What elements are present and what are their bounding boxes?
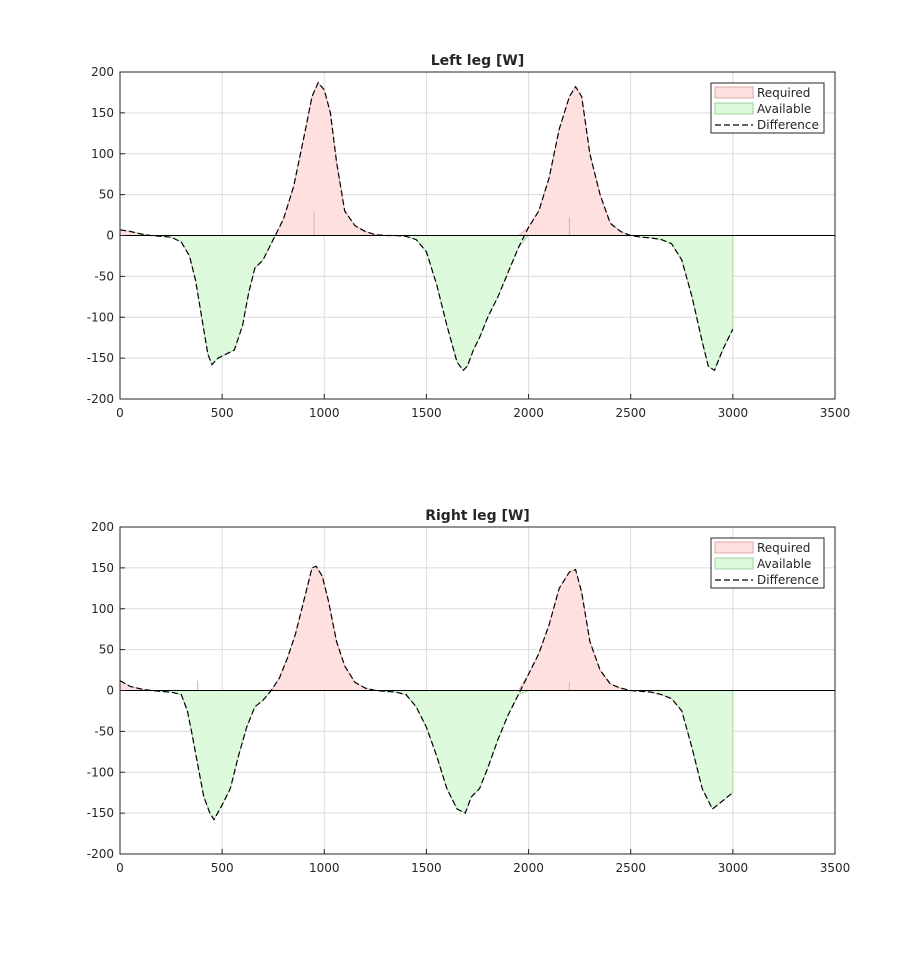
tick-labels: 0 500 1000 1500 2000 2500 3000 3500200150100500…: [87, 520, 851, 875]
legend-label-required: Required: [757, 541, 810, 555]
difference-line: [119, 81, 734, 372]
x-tick-label: 500: [211, 406, 234, 420]
y-tick-label: -150: [87, 806, 114, 820]
y-tick-label: 150: [91, 561, 114, 575]
legend-swatch-required: [714, 541, 754, 554]
x-tick-label: 500: [211, 861, 234, 875]
legend-label-difference: Difference: [757, 118, 819, 132]
x-tick-label: 1000: [309, 406, 340, 420]
x-tick-label: 2500: [615, 406, 646, 420]
legend-swatch-available: [714, 102, 754, 115]
x-tick-label: 1500: [411, 861, 442, 875]
y-tick-label: 0: [106, 229, 114, 243]
legend-swatch-available: [714, 557, 754, 570]
y-tick-label: 200: [91, 65, 114, 79]
y-tick-label: 50: [99, 188, 114, 202]
y-tick-label: 200: [91, 520, 114, 534]
y-tick-label: 100: [91, 602, 114, 616]
y-tick-label: 100: [91, 147, 114, 161]
x-tick-label: 3000: [718, 861, 749, 875]
y-tick-label: -150: [87, 351, 114, 365]
x-tick-label: 1000: [309, 861, 340, 875]
legend: Required Available Difference: [710, 537, 825, 589]
difference-layer: [119, 565, 835, 821]
x-tick-label: 3500: [820, 406, 851, 420]
y-tick-label: -200: [87, 392, 114, 406]
axes-right-leg: 0 500 1000 1500 2000 2500 3000 3500200150100500…: [87, 508, 851, 875]
x-tick-label: 2000: [513, 861, 544, 875]
y-tick-label: -100: [87, 765, 114, 779]
legend-label-required: Required: [757, 86, 810, 100]
tick-labels: 0 500 1000 1500 2000 2500 3000 3500200150100500…: [87, 65, 851, 420]
legend-label-difference: Difference: [757, 573, 819, 587]
x-tick-label: 2500: [615, 861, 646, 875]
y-tick-label: -50: [94, 724, 114, 738]
x-tick-label: 3000: [718, 406, 749, 420]
chart-title: Left leg [W]: [431, 53, 525, 69]
x-tick-label: 2000: [513, 406, 544, 420]
legend-label-available: Available: [757, 102, 811, 116]
difference-line: [119, 565, 734, 821]
x-tick-label: 1500: [411, 406, 442, 420]
x-tick-label: 3500: [820, 861, 851, 875]
y-tick-label: -50: [94, 269, 114, 283]
legend-label-available: Available: [757, 557, 811, 571]
y-tick-label: -100: [87, 310, 114, 324]
legend-swatch-required: [714, 86, 754, 99]
chart-title: Right leg [W]: [425, 508, 530, 524]
y-tick-label: -200: [87, 847, 114, 861]
y-tick-label: 50: [99, 643, 114, 657]
difference-layer: [119, 81, 835, 372]
y-tick-label: 150: [91, 106, 114, 120]
axes-left-leg: 0 500 1000 1500 2000 2500 3000 3500200150100500…: [87, 53, 851, 420]
legend: Required Available Difference: [710, 82, 825, 134]
x-tick-label: 0: [116, 406, 124, 420]
x-tick-label: 0: [116, 861, 124, 875]
y-tick-label: 0: [106, 684, 114, 698]
